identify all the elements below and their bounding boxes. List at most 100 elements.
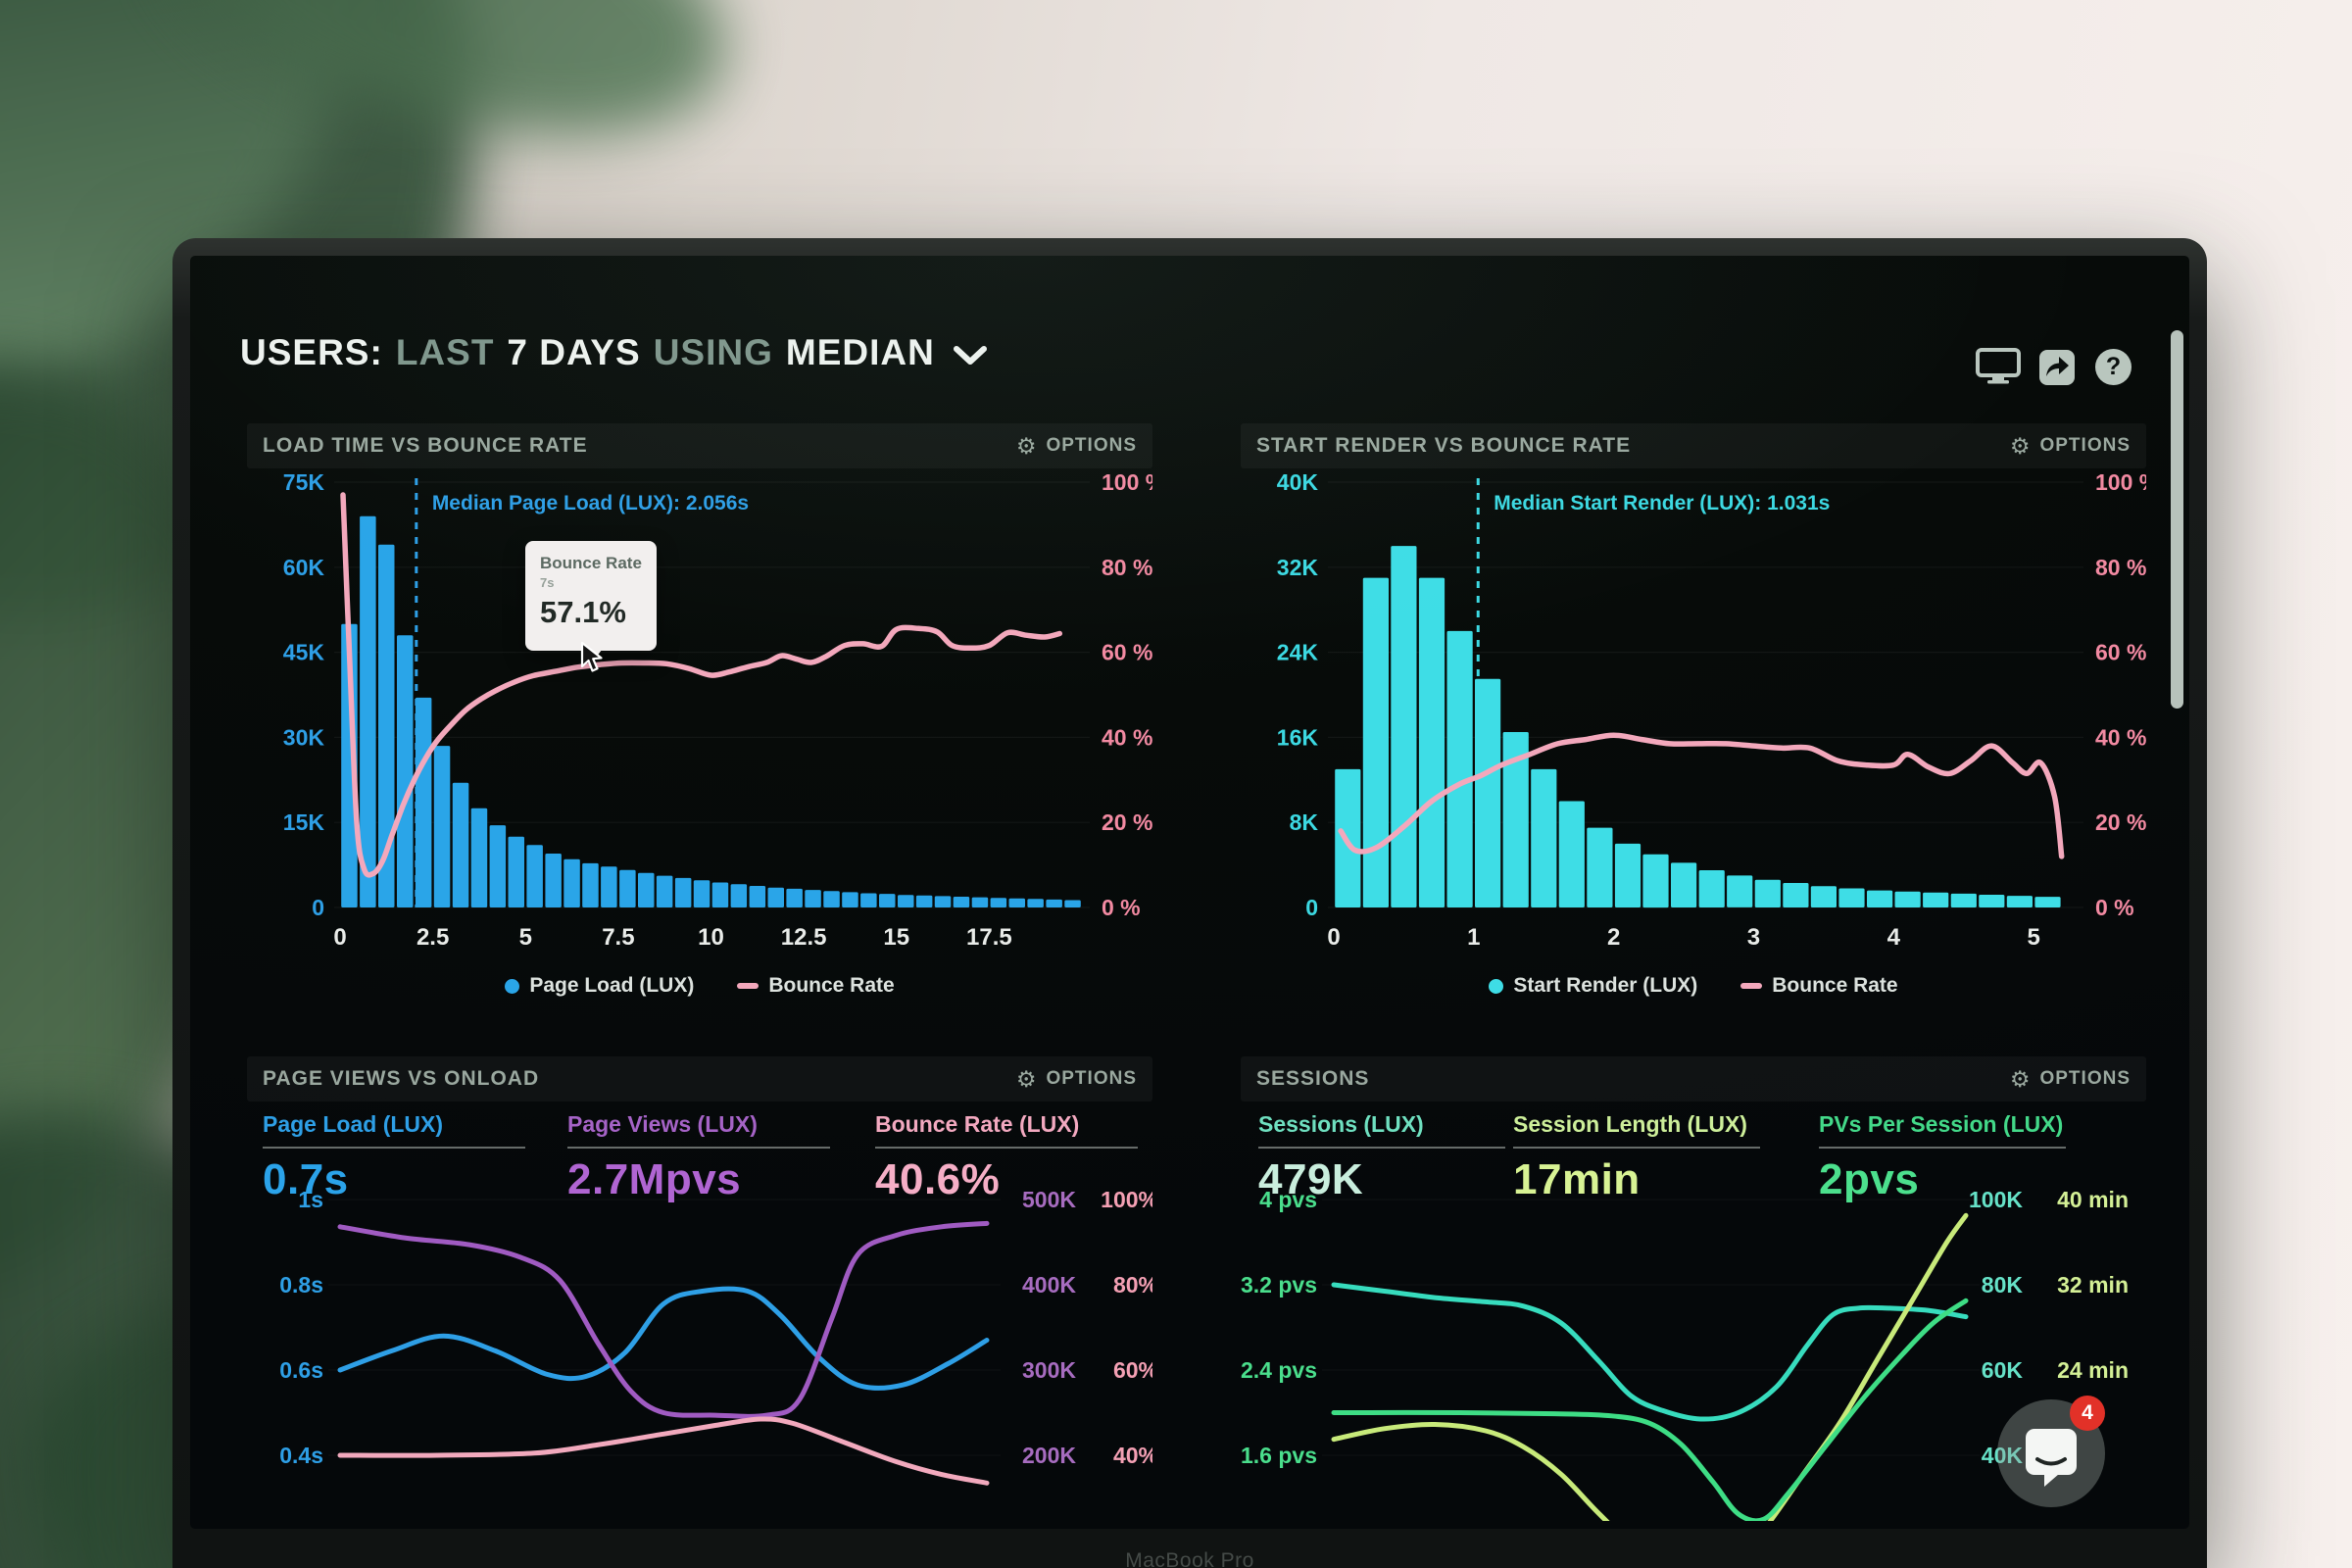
legend-swatch-dot xyxy=(505,978,520,994)
laptop: USERS: LAST 7 DAYS USING MEDIAN LOAD TIME VS… xyxy=(172,238,2207,1568)
x-tick: 0 xyxy=(333,924,346,951)
x-tick: 1 xyxy=(1467,924,1480,951)
metric-session-length: Session Length (LUX) 17min xyxy=(1513,1111,1797,1204)
bar xyxy=(1754,879,1781,907)
y-left-tick: 1s xyxy=(298,1188,323,1212)
load-time-chart[interactable]: 75K 100 % 60K 80 % 45K 60 % 30K 40 % 15K 20 % 0 0 %… xyxy=(247,468,1152,958)
options-button[interactable]: ⚙ OPTIONS xyxy=(1016,434,1137,458)
y-left-tick: 24K xyxy=(1277,640,1319,665)
legend-label: Bounce Rate xyxy=(1772,974,1898,997)
y-right-tick: 0 % xyxy=(1102,895,1141,920)
y-right-tick: 20 % xyxy=(1102,809,1152,835)
help-icon[interactable] xyxy=(2095,349,2132,385)
bar xyxy=(433,746,451,907)
bar xyxy=(786,888,803,907)
metrics-row: Sessions (LUX) 479K Session Length (LUX)… xyxy=(1241,1102,2146,1203)
y-left-tick: 1.6 pvs xyxy=(1241,1443,1317,1468)
bar xyxy=(1614,843,1642,907)
bar xyxy=(1362,577,1389,907)
metric-label: Sessions (LUX) xyxy=(1258,1111,1424,1137)
panel-sessions: SESSIONS ⚙ OPTIONS Sessions (LUX) 479K S… xyxy=(1241,1056,2146,1521)
bars xyxy=(341,515,1081,907)
bar xyxy=(1979,895,2005,907)
y-right-tick: 60 % xyxy=(2095,640,2146,665)
title-segment: LAST xyxy=(395,332,495,372)
y-right-tick: 60% xyxy=(1113,1357,1152,1383)
bar xyxy=(1587,827,1613,907)
pageviews-chart[interactable]: 1s 500K 100% 0.8s 400K 80% 0.6s 300K 60% 0.4s 200K… xyxy=(247,1188,1152,1521)
metric-page-views: Page Views (LUX) 2.7Mpvs xyxy=(567,1111,852,1204)
bar xyxy=(656,875,673,907)
bar xyxy=(915,895,933,907)
bar xyxy=(693,880,710,907)
chevron-down-icon[interactable] xyxy=(953,345,987,367)
panel-title: PAGE VIEWS VS ONLOAD xyxy=(263,1067,540,1090)
sessions-chart[interactable]: 4 pvs 100K 40 min 3.2 pvs 80K 32 min 2.4 pvs 60… xyxy=(1241,1188,2146,1521)
bar xyxy=(953,897,970,907)
metric-bounce-rate: Bounce Rate (LUX) 40.6% xyxy=(875,1111,1159,1204)
bar xyxy=(1671,862,1697,907)
y-right-tick: 300K xyxy=(1022,1357,1076,1383)
metric-value: 479K xyxy=(1258,1155,1364,1203)
y-left-tick: 0 xyxy=(1305,895,1318,920)
bar xyxy=(1838,888,1865,907)
x-tick: 12.5 xyxy=(781,924,827,951)
display-icon[interactable] xyxy=(1976,348,2021,384)
median-label: Median Start Render (LUX): 1.031s xyxy=(1494,492,1830,514)
metric-value: 2.7Mpvs xyxy=(567,1155,742,1203)
notification-badge: 4 xyxy=(2070,1396,2105,1431)
bar xyxy=(1502,732,1529,907)
dashboard-title-dropdown[interactable]: USERS: LAST 7 DAYS USING MEDIAN xyxy=(240,332,987,373)
bar xyxy=(1446,630,1473,907)
metric-underline xyxy=(875,1147,1138,1149)
scrollbar[interactable] xyxy=(2171,330,2183,709)
y-left-tick: 40K xyxy=(1277,469,1319,495)
y-right-tick: 100 % xyxy=(2095,469,2146,495)
gear-icon: ⚙ xyxy=(1015,1065,1038,1092)
bar xyxy=(2006,896,2033,907)
options-label: OPTIONS xyxy=(1046,435,1137,456)
y-left-tick: 0.4s xyxy=(279,1443,323,1468)
bar xyxy=(582,862,599,907)
bar xyxy=(1418,577,1446,907)
series-line xyxy=(1331,1298,1969,1521)
bar xyxy=(1391,546,1417,907)
metric-underline xyxy=(1819,1147,2066,1149)
bar xyxy=(1810,886,1837,907)
x-tick: 5 xyxy=(519,924,532,951)
bar xyxy=(470,808,488,907)
y-right-tick: 0 % xyxy=(2095,895,2134,920)
options-button[interactable]: ⚙ OPTIONS xyxy=(2010,1067,2131,1091)
y-left-tick: 3.2 pvs xyxy=(1241,1272,1317,1298)
bar xyxy=(1475,678,1501,907)
metric-value: 0.7s xyxy=(263,1155,349,1203)
options-label: OPTIONS xyxy=(1046,1068,1137,1089)
bar xyxy=(823,891,840,907)
dashboard-screen: USERS: LAST 7 DAYS USING MEDIAN LOAD TIME VS… xyxy=(190,256,2189,1529)
bar xyxy=(360,515,376,907)
x-tick: 10 xyxy=(698,924,724,951)
bar xyxy=(508,836,524,907)
options-button[interactable]: ⚙ OPTIONS xyxy=(2009,432,2131,459)
options-button[interactable]: ⚙ OPTIONS xyxy=(1015,1065,1137,1092)
start-render-chart[interactable]: 40K 100 % 32K 80 % 24K 60 % 16K 40 % 8K 20 % 0 0 % 0… xyxy=(1241,468,2146,958)
metric-sessions: Sessions (LUX) 479K xyxy=(1258,1111,1543,1204)
y-right-tick: 200K xyxy=(1022,1443,1076,1468)
title-segment: 7 DAYS xyxy=(507,332,641,372)
y-left-tick: 8K xyxy=(1290,809,1319,835)
y-left-tick: 75K xyxy=(283,469,325,495)
panel-page-views-vs-onload: PAGE VIEWS VS ONLOAD ⚙ OPTIONS Page Load… xyxy=(247,1056,1152,1521)
panel-load-time-vs-bounce-rate: LOAD TIME VS BOUNCE RATE ⚙ OPTIONS 75K 10… xyxy=(247,423,1152,1013)
bar xyxy=(601,866,617,907)
metric-pvs-per-session: PVs Per Session (LUX) 2pvs xyxy=(1819,1111,2103,1204)
metric-label: PVs Per Session (LUX) xyxy=(1819,1111,2064,1137)
bar xyxy=(971,897,989,907)
chat-widget-button[interactable]: 4 xyxy=(1997,1396,2105,1507)
bar xyxy=(1008,898,1025,907)
share-icon[interactable] xyxy=(2038,349,2076,386)
gear-icon: ⚙ xyxy=(2009,432,2032,459)
series-line xyxy=(1331,1212,1969,1521)
bar xyxy=(1727,875,1753,907)
y-left-tick: 0 xyxy=(312,895,324,920)
page-title: USERS: LAST 7 DAYS USING MEDIAN xyxy=(240,332,935,373)
